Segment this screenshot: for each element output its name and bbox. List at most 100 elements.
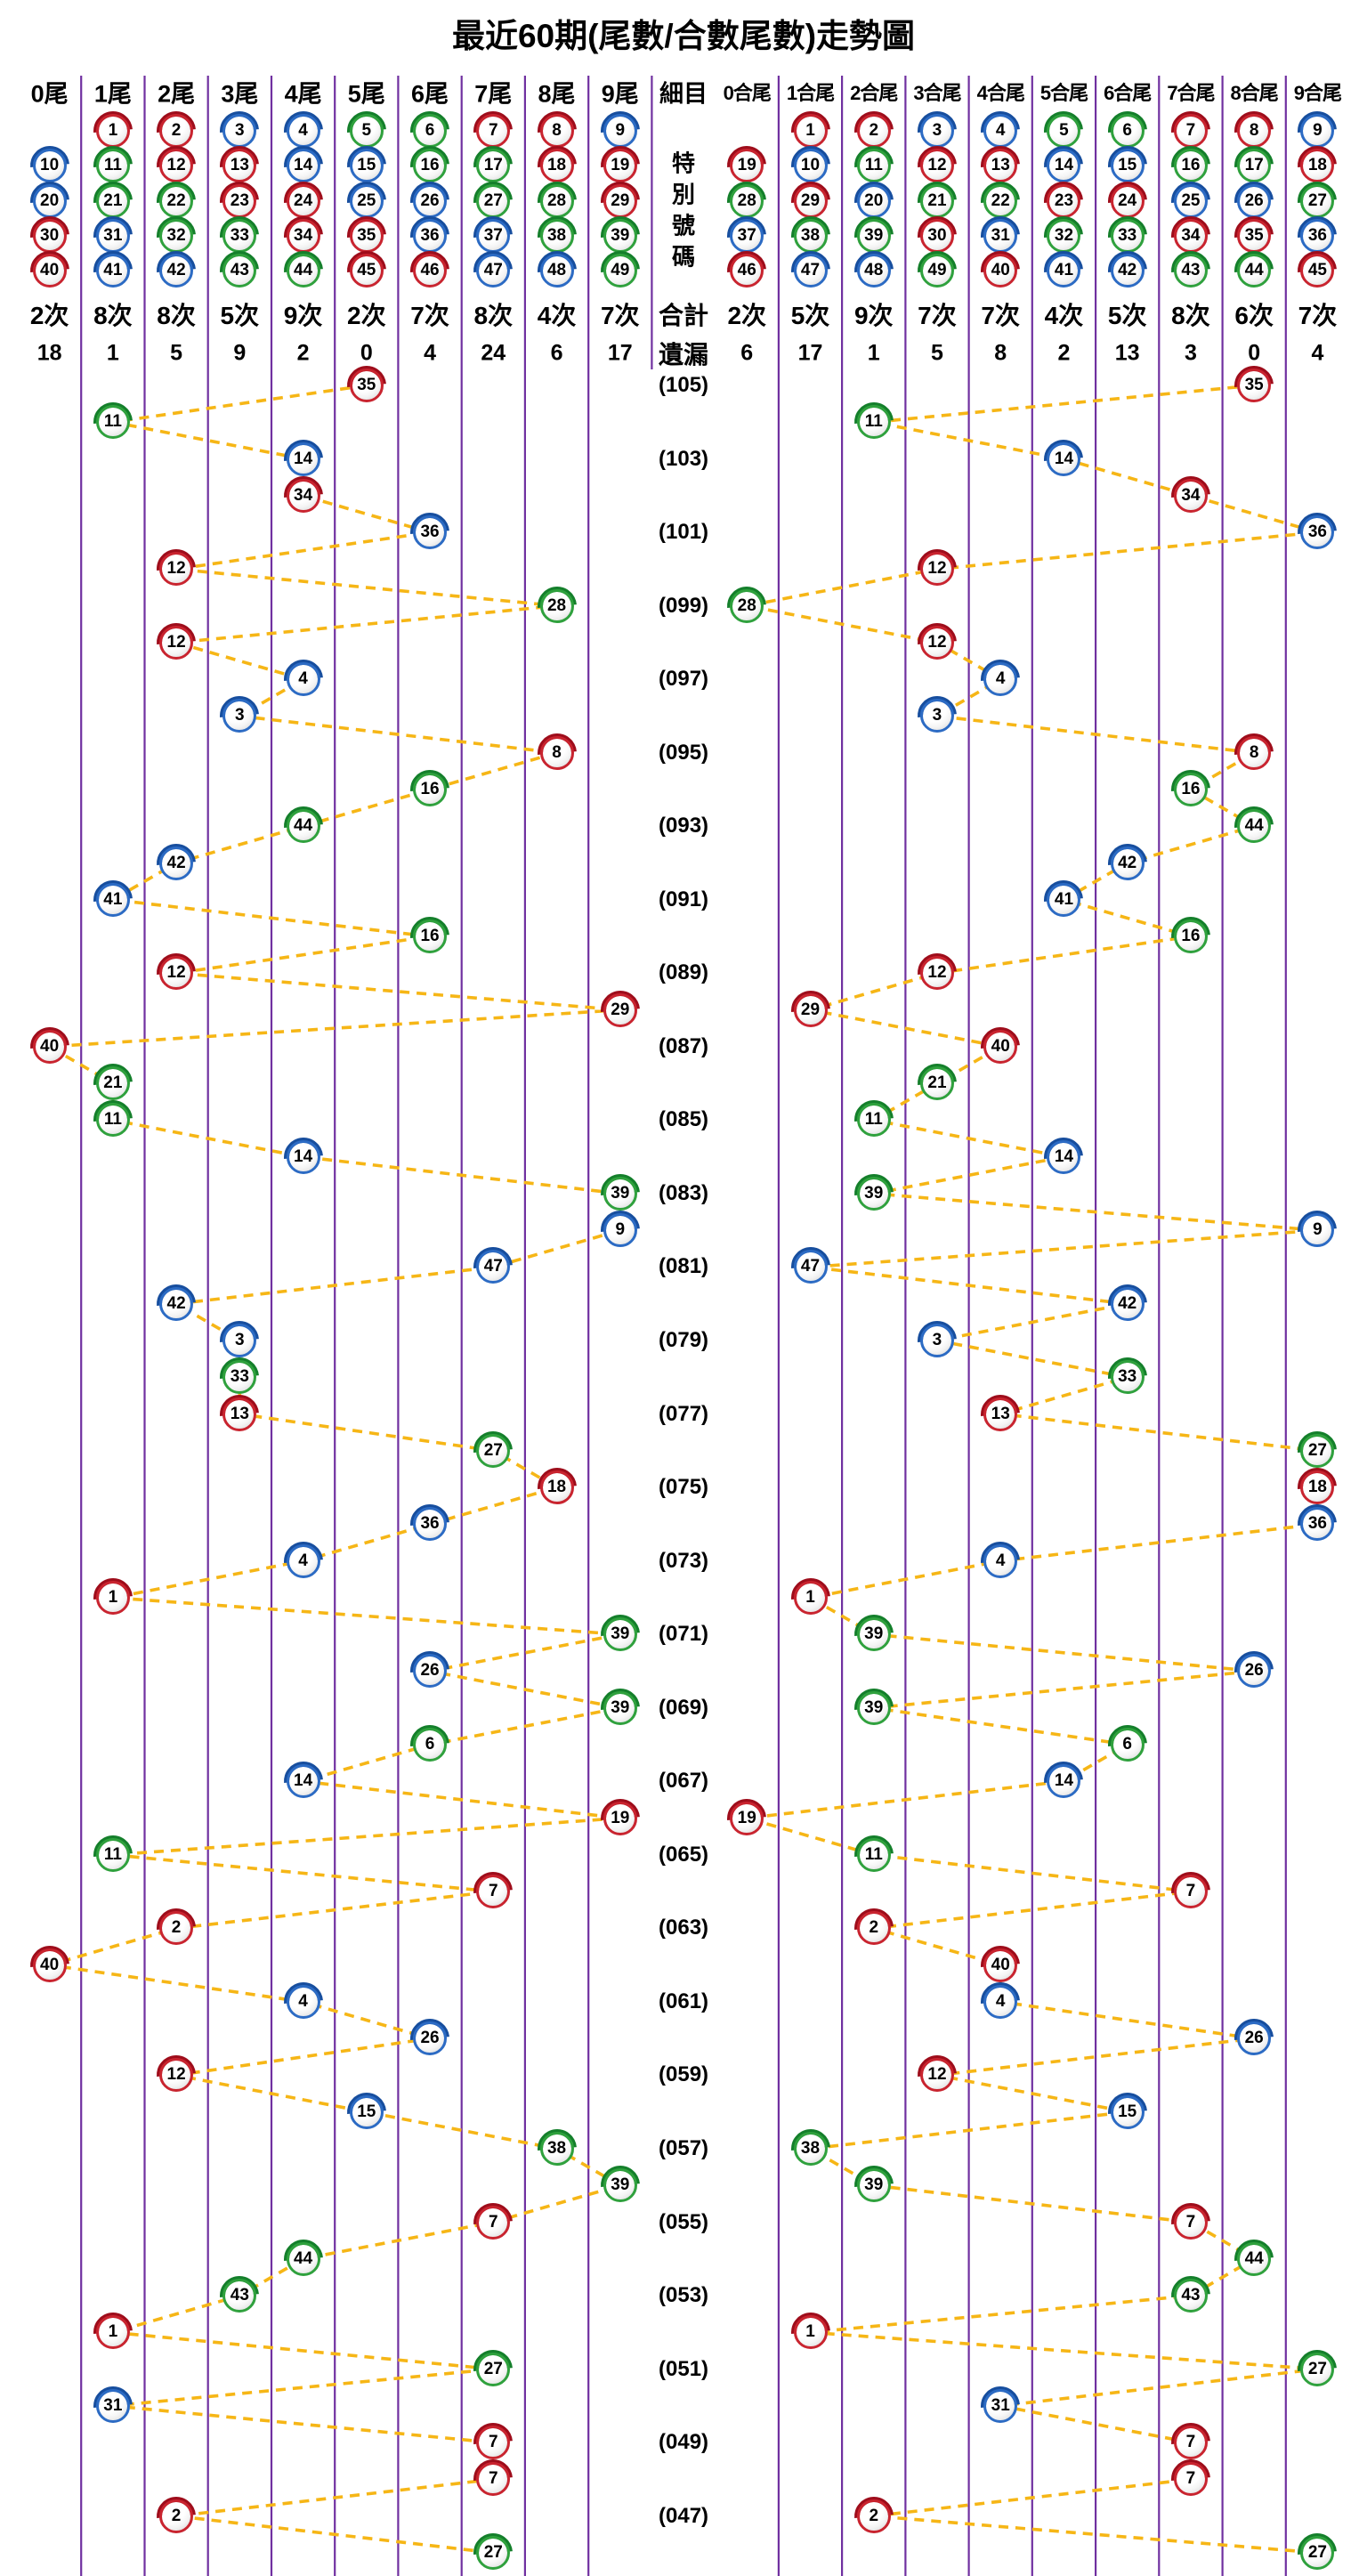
ball-number: 14 (1054, 449, 1074, 468)
period-label: (097) (659, 667, 709, 692)
chart-ball-sum: 13 (983, 1397, 1018, 1431)
legend-ball: 2 (856, 114, 891, 148)
ball-number: 40 (991, 261, 1010, 280)
period-label: (055) (659, 2209, 709, 2234)
chart-ball-tail: 7 (476, 2462, 511, 2497)
total-row-label: 合計 (659, 302, 709, 329)
legend-ball: 38 (539, 218, 574, 253)
chart-ball-tail: 39 (603, 1176, 637, 1211)
ball-number: 36 (420, 1514, 440, 1534)
ball-number: 42 (1118, 1293, 1137, 1313)
column-header-tail-2: 2尾 (158, 80, 196, 108)
ball-number: 13 (230, 156, 249, 175)
chart-ball-sum: 40 (983, 1029, 1018, 1064)
legend-ball: 19 (730, 149, 764, 183)
chart-ball-tail: 2 (159, 1911, 194, 1946)
ball-number: 17 (1244, 156, 1264, 175)
legend-ball: 34 (286, 218, 320, 253)
chart-ball-tail: 12 (159, 956, 194, 991)
chart-ball-sum: 15 (1110, 2094, 1145, 2129)
period-label: (091) (659, 887, 709, 911)
chart-ball-tail: 4 (286, 662, 320, 697)
miss-label-sum-3: 5 (931, 340, 943, 366)
ball-number: 42 (166, 853, 186, 872)
column-header-sum-5: 5合尾 (1039, 82, 1088, 104)
legend-ball: 42 (159, 254, 194, 288)
legend-ball: 43 (1173, 254, 1208, 288)
column-header-sum-3: 3合尾 (913, 82, 961, 104)
legend-ball: 27 (476, 183, 511, 218)
ball-number: 41 (103, 261, 123, 280)
ball-number: 8 (552, 742, 562, 762)
legend-ball: 39 (856, 218, 891, 253)
miss-label-tail-2: 5 (170, 340, 183, 366)
legend-ball: 26 (413, 183, 448, 218)
ball-number: 43 (230, 261, 249, 280)
miss-label-tail-3: 9 (233, 340, 247, 366)
page-title: 最近60期(尾數/合數尾數)走勢圖 (451, 18, 916, 54)
legend-ball: 17 (1237, 149, 1272, 183)
ball-number: 28 (546, 595, 567, 615)
period-label: (069) (659, 1695, 709, 1720)
ball-number: 18 (1307, 1478, 1327, 1497)
ball-number: 6 (1122, 121, 1132, 140)
ball-number: 14 (294, 449, 313, 468)
chart-ball-sum: 42 (1110, 846, 1145, 880)
legend-ball: 32 (159, 218, 194, 253)
ball-number: 15 (357, 156, 376, 175)
chart-ball-sum: 31 (983, 2388, 1018, 2423)
legend-ball: 29 (793, 183, 828, 218)
column-header-sum-0: 0合尾 (723, 82, 772, 104)
ball-number: 16 (1181, 779, 1201, 798)
ball-number: 6 (1122, 1734, 1132, 1754)
ball-number: 15 (357, 2102, 376, 2121)
column-header-tail-3: 3尾 (221, 80, 259, 108)
legend-ball: 4 (286, 114, 320, 148)
ball-number: 29 (800, 190, 821, 210)
count-label-sum-6: 5次 (1107, 302, 1147, 329)
ball-number: 44 (1244, 816, 1264, 836)
chart-ball-tail: 31 (95, 2388, 130, 2423)
chart-ball-tail: 39 (603, 2168, 637, 2203)
ball-number: 47 (483, 1257, 503, 1276)
period-label: (065) (659, 1842, 709, 1867)
ball-number: 19 (737, 156, 756, 175)
legend-ball: 36 (413, 218, 448, 253)
miss-label-tail-8: 6 (550, 340, 563, 366)
count-label-tail-1: 8次 (93, 302, 133, 329)
ball-number: 40 (40, 261, 60, 280)
ball-number: 21 (103, 1073, 123, 1093)
ball-number: 28 (737, 595, 756, 615)
legend-ball: 27 (1300, 183, 1335, 218)
chart-ball-sum: 44 (1237, 809, 1272, 844)
miss-label-tail-0: 18 (36, 340, 62, 366)
special-number-label: 別 (672, 181, 696, 208)
ball-number: 12 (166, 559, 186, 579)
ball-number: 39 (864, 225, 884, 245)
ball-number: 48 (864, 261, 884, 280)
ball-number: 43 (1181, 261, 1201, 280)
legend-ball: 35 (1237, 218, 1272, 253)
legend-ball: 40 (32, 254, 67, 288)
column-header-sum-7: 7合尾 (1167, 82, 1215, 104)
period-label: (077) (659, 1401, 709, 1426)
legend-ball: 43 (222, 254, 257, 288)
legend-ball: 37 (730, 218, 764, 253)
legend-ball: 25 (349, 183, 384, 218)
legend-ball: 21 (919, 183, 954, 218)
ball-number: 12 (166, 2065, 186, 2085)
ball-number: 12 (927, 2065, 947, 2085)
chart-ball-tail: 35 (349, 369, 384, 402)
chart-ball-sum: 39 (856, 1690, 891, 1725)
chart-ball-tail: 44 (286, 809, 320, 844)
ball-number: 12 (166, 963, 186, 983)
chart-ball-tail: 12 (159, 552, 194, 587)
ball-number: 19 (611, 1808, 630, 1827)
ball-number: 14 (1054, 1771, 1074, 1791)
legend-ball: 33 (1110, 218, 1145, 253)
legend-ball: 32 (1047, 218, 1081, 253)
period-label: (101) (659, 520, 709, 545)
ball-number: 3 (932, 1331, 942, 1350)
ball-number: 36 (420, 522, 440, 542)
column-header-tail-4: 4尾 (284, 80, 322, 108)
